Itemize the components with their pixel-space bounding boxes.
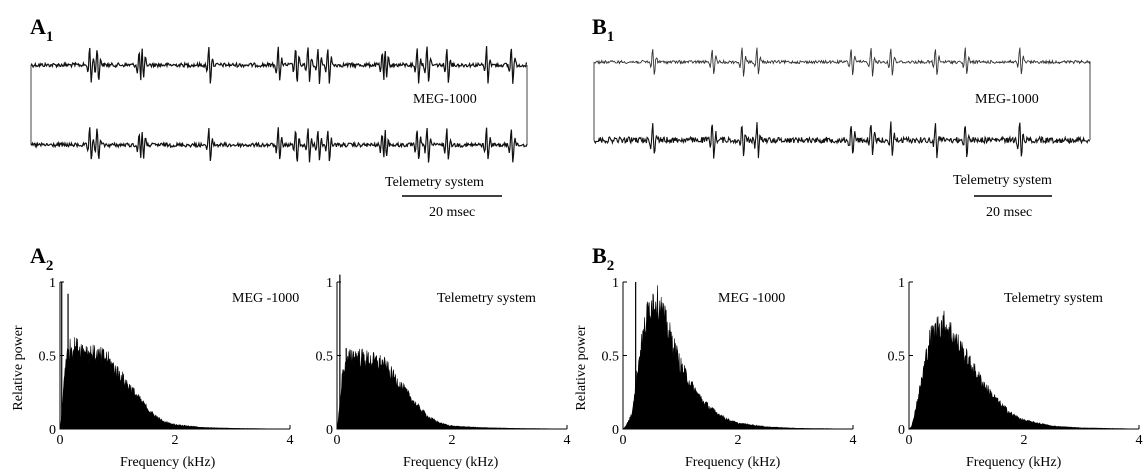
chart-b2-left-ylabel: Relative power xyxy=(574,325,589,410)
chart-b2-right-xlabel: Frequency (kHz) xyxy=(966,455,1062,470)
x-tick-label: 2 xyxy=(735,433,742,448)
y-tick-label: 1 xyxy=(49,276,56,291)
chart-b2-right-title: Telemetry system xyxy=(1004,291,1103,306)
spectrum-chart-b2-right: Telemetry system Frequency (kHz) 0 2 4 0 0.5… xyxy=(888,276,1143,470)
chart-b2-left-title: MEG -1000 xyxy=(718,291,785,306)
chart-a2-right-xlabel: Frequency (kHz) xyxy=(403,455,499,470)
trace-b-bottom-label: Telemetry system xyxy=(953,173,1052,188)
spectrum-area xyxy=(622,285,853,430)
x-tick-label: 2 xyxy=(172,433,179,448)
panel-label-b2: B2 xyxy=(592,243,614,274)
spectrum-area xyxy=(336,348,567,430)
trace-a-scalebar-label: 20 msec xyxy=(429,205,475,220)
chart-a2-right-title: Telemetry system xyxy=(437,291,536,306)
spectrum-area xyxy=(59,337,290,430)
y-tick-label: 1 xyxy=(326,276,333,291)
panel-label-a1: A1 xyxy=(30,14,53,45)
trace-a-top-label: MEG-1000 xyxy=(413,92,477,107)
x-tick-label: 4 xyxy=(850,433,857,448)
trace-a-bottom-label: Telemetry system xyxy=(385,175,484,190)
trace-b-top-label: MEG-1000 xyxy=(975,92,1039,107)
x-tick-label: 0 xyxy=(620,433,627,448)
trace-a-bottom-line xyxy=(30,127,528,163)
y-tick-label: 1 xyxy=(612,276,619,291)
chart-a2-left-title: MEG -1000 xyxy=(232,291,299,306)
y-tick-label: 0 xyxy=(49,423,56,438)
trace-b-scalebar-label: 20 msec xyxy=(986,205,1032,220)
x-tick-label: 4 xyxy=(287,433,294,448)
y-tick-label: 0.5 xyxy=(888,350,906,365)
chart-b2-left-xlabel: Frequency (kHz) xyxy=(685,455,781,470)
y-tick-label: 0 xyxy=(326,423,333,438)
panel-label-a2: A2 xyxy=(30,243,53,274)
x-tick-label: 0 xyxy=(334,433,341,448)
trace-panel-a: MEG-1000 Telemetry system 20 msec xyxy=(30,46,528,220)
y-tick-label: 0.5 xyxy=(316,350,334,365)
spectrum-chart-b2-left: Relative power MEG -1000 Frequency (kHz)… xyxy=(574,276,857,470)
x-tick-label: 4 xyxy=(1136,433,1143,448)
spectrum-chart-a2-left: Relative power MEG -1000 Frequency (kHz)… xyxy=(11,276,299,470)
x-tick-label: 0 xyxy=(906,433,913,448)
x-tick-label: 2 xyxy=(449,433,456,448)
y-tick-label: 1 xyxy=(898,276,905,291)
y-tick-label: 0 xyxy=(898,423,905,438)
trace-b-top-line xyxy=(593,47,1091,77)
y-tick-label: 0 xyxy=(612,423,619,438)
chart-a2-left-ylabel: Relative power xyxy=(11,325,26,410)
trace-a-top-line xyxy=(30,46,527,84)
panel-label-b1: B1 xyxy=(592,14,614,45)
spectrum-chart-a2-right: Telemetry system Frequency (kHz) 0 2 4 0 0.5… xyxy=(316,274,571,470)
trace-b-bottom-line xyxy=(593,121,1091,159)
trace-panel-b: MEG-1000 Telemetry system 20 msec xyxy=(593,47,1091,220)
y-tick-label: 0.5 xyxy=(39,350,57,365)
chart-a2-left-xlabel: Frequency (kHz) xyxy=(120,455,216,470)
x-tick-label: 2 xyxy=(1021,433,1028,448)
x-tick-label: 0 xyxy=(57,433,64,448)
x-tick-label: 4 xyxy=(564,433,571,448)
y-tick-label: 0.5 xyxy=(602,350,620,365)
spectrum-area xyxy=(908,310,1139,430)
